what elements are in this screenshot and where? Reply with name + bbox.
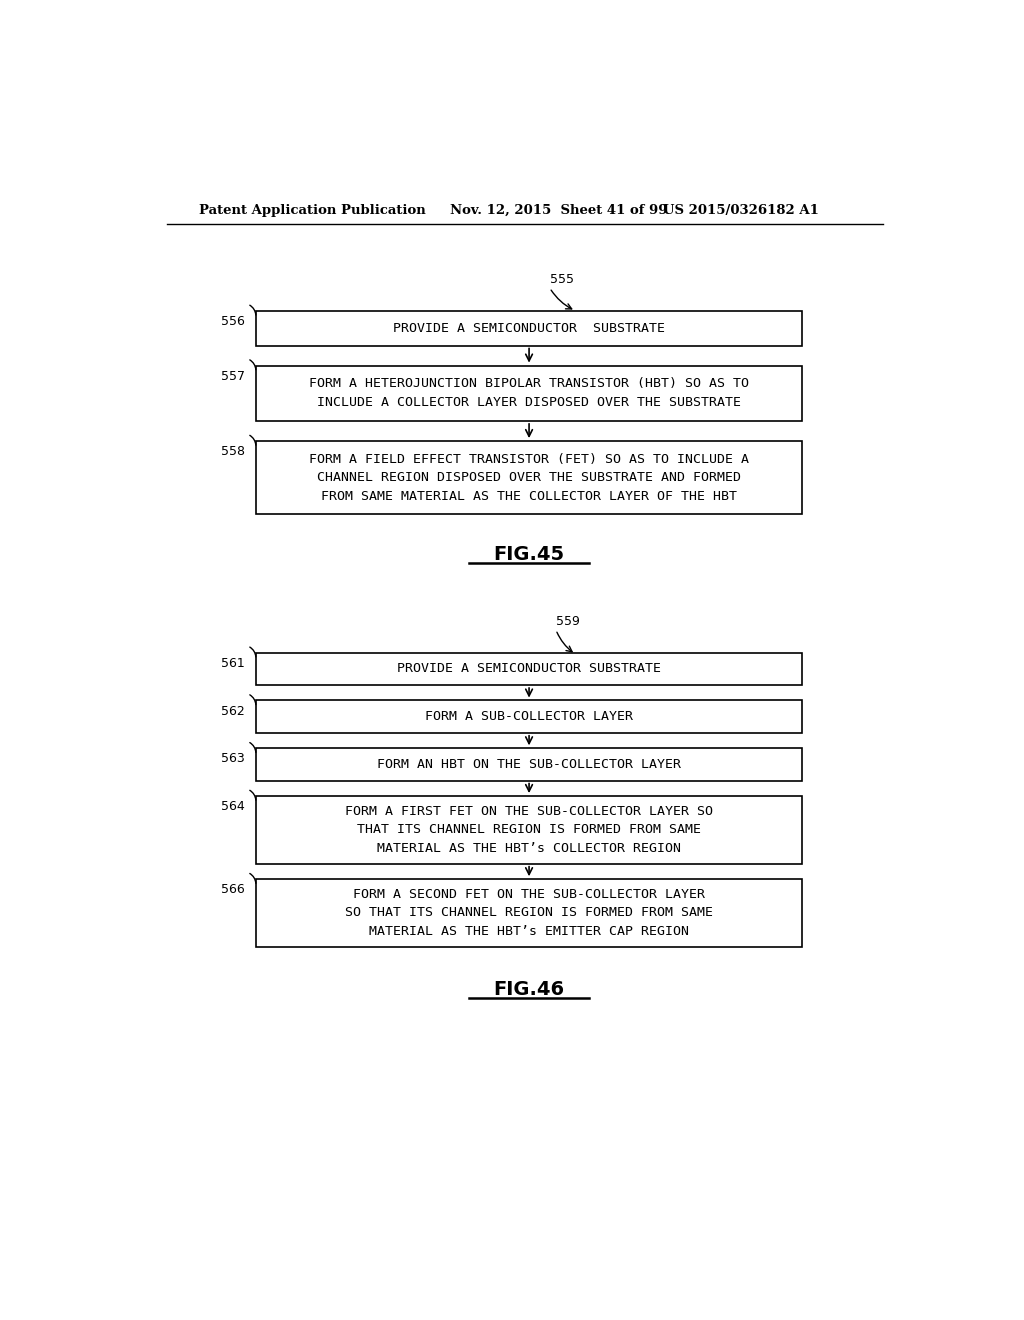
Text: Nov. 12, 2015  Sheet 41 of 99: Nov. 12, 2015 Sheet 41 of 99 [450, 205, 667, 218]
Text: 566: 566 [221, 883, 245, 896]
Text: PROVIDE A SEMICONDUCTOR SUBSTRATE: PROVIDE A SEMICONDUCTOR SUBSTRATE [397, 663, 662, 676]
Text: FORM A SUB-COLLECTOR LAYER: FORM A SUB-COLLECTOR LAYER [425, 710, 633, 723]
FancyBboxPatch shape [256, 701, 802, 733]
Text: FIG.46: FIG.46 [494, 979, 564, 999]
Text: FIG.45: FIG.45 [494, 545, 564, 564]
Text: FORM AN HBT ON THE SUB-COLLECTOR LAYER: FORM AN HBT ON THE SUB-COLLECTOR LAYER [377, 758, 681, 771]
FancyBboxPatch shape [256, 796, 802, 863]
Text: Patent Application Publication: Patent Application Publication [200, 205, 426, 218]
Text: 563: 563 [221, 752, 245, 766]
Text: FORM A SECOND FET ON THE SUB-COLLECTOR LAYER
SO THAT ITS CHANNEL REGION IS FORME: FORM A SECOND FET ON THE SUB-COLLECTOR L… [345, 888, 713, 939]
Text: 556: 556 [221, 315, 245, 329]
Text: 557: 557 [221, 370, 245, 383]
Text: 555: 555 [550, 273, 573, 286]
Text: US 2015/0326182 A1: US 2015/0326182 A1 [663, 205, 818, 218]
FancyBboxPatch shape [256, 366, 802, 421]
Text: 564: 564 [221, 800, 245, 813]
FancyBboxPatch shape [256, 879, 802, 946]
Text: 558: 558 [221, 445, 245, 458]
Text: 561: 561 [221, 657, 245, 671]
Text: 559: 559 [556, 615, 580, 628]
FancyBboxPatch shape [256, 653, 802, 685]
Text: FORM A FIRST FET ON THE SUB-COLLECTOR LAYER SO
THAT ITS CHANNEL REGION IS FORMED: FORM A FIRST FET ON THE SUB-COLLECTOR LA… [345, 805, 713, 855]
Text: FORM A HETEROJUNCTION BIPOLAR TRANSISTOR (HBT) SO AS TO
INCLUDE A COLLECTOR LAYE: FORM A HETEROJUNCTION BIPOLAR TRANSISTOR… [309, 378, 750, 409]
FancyBboxPatch shape [256, 748, 802, 780]
FancyBboxPatch shape [256, 441, 802, 515]
Text: 562: 562 [221, 705, 245, 718]
FancyBboxPatch shape [256, 312, 802, 346]
Text: PROVIDE A SEMICONDUCTOR  SUBSTRATE: PROVIDE A SEMICONDUCTOR SUBSTRATE [393, 322, 665, 335]
Text: FORM A FIELD EFFECT TRANSISTOR (FET) SO AS TO INCLUDE A
CHANNEL REGION DISPOSED : FORM A FIELD EFFECT TRANSISTOR (FET) SO … [309, 453, 750, 503]
